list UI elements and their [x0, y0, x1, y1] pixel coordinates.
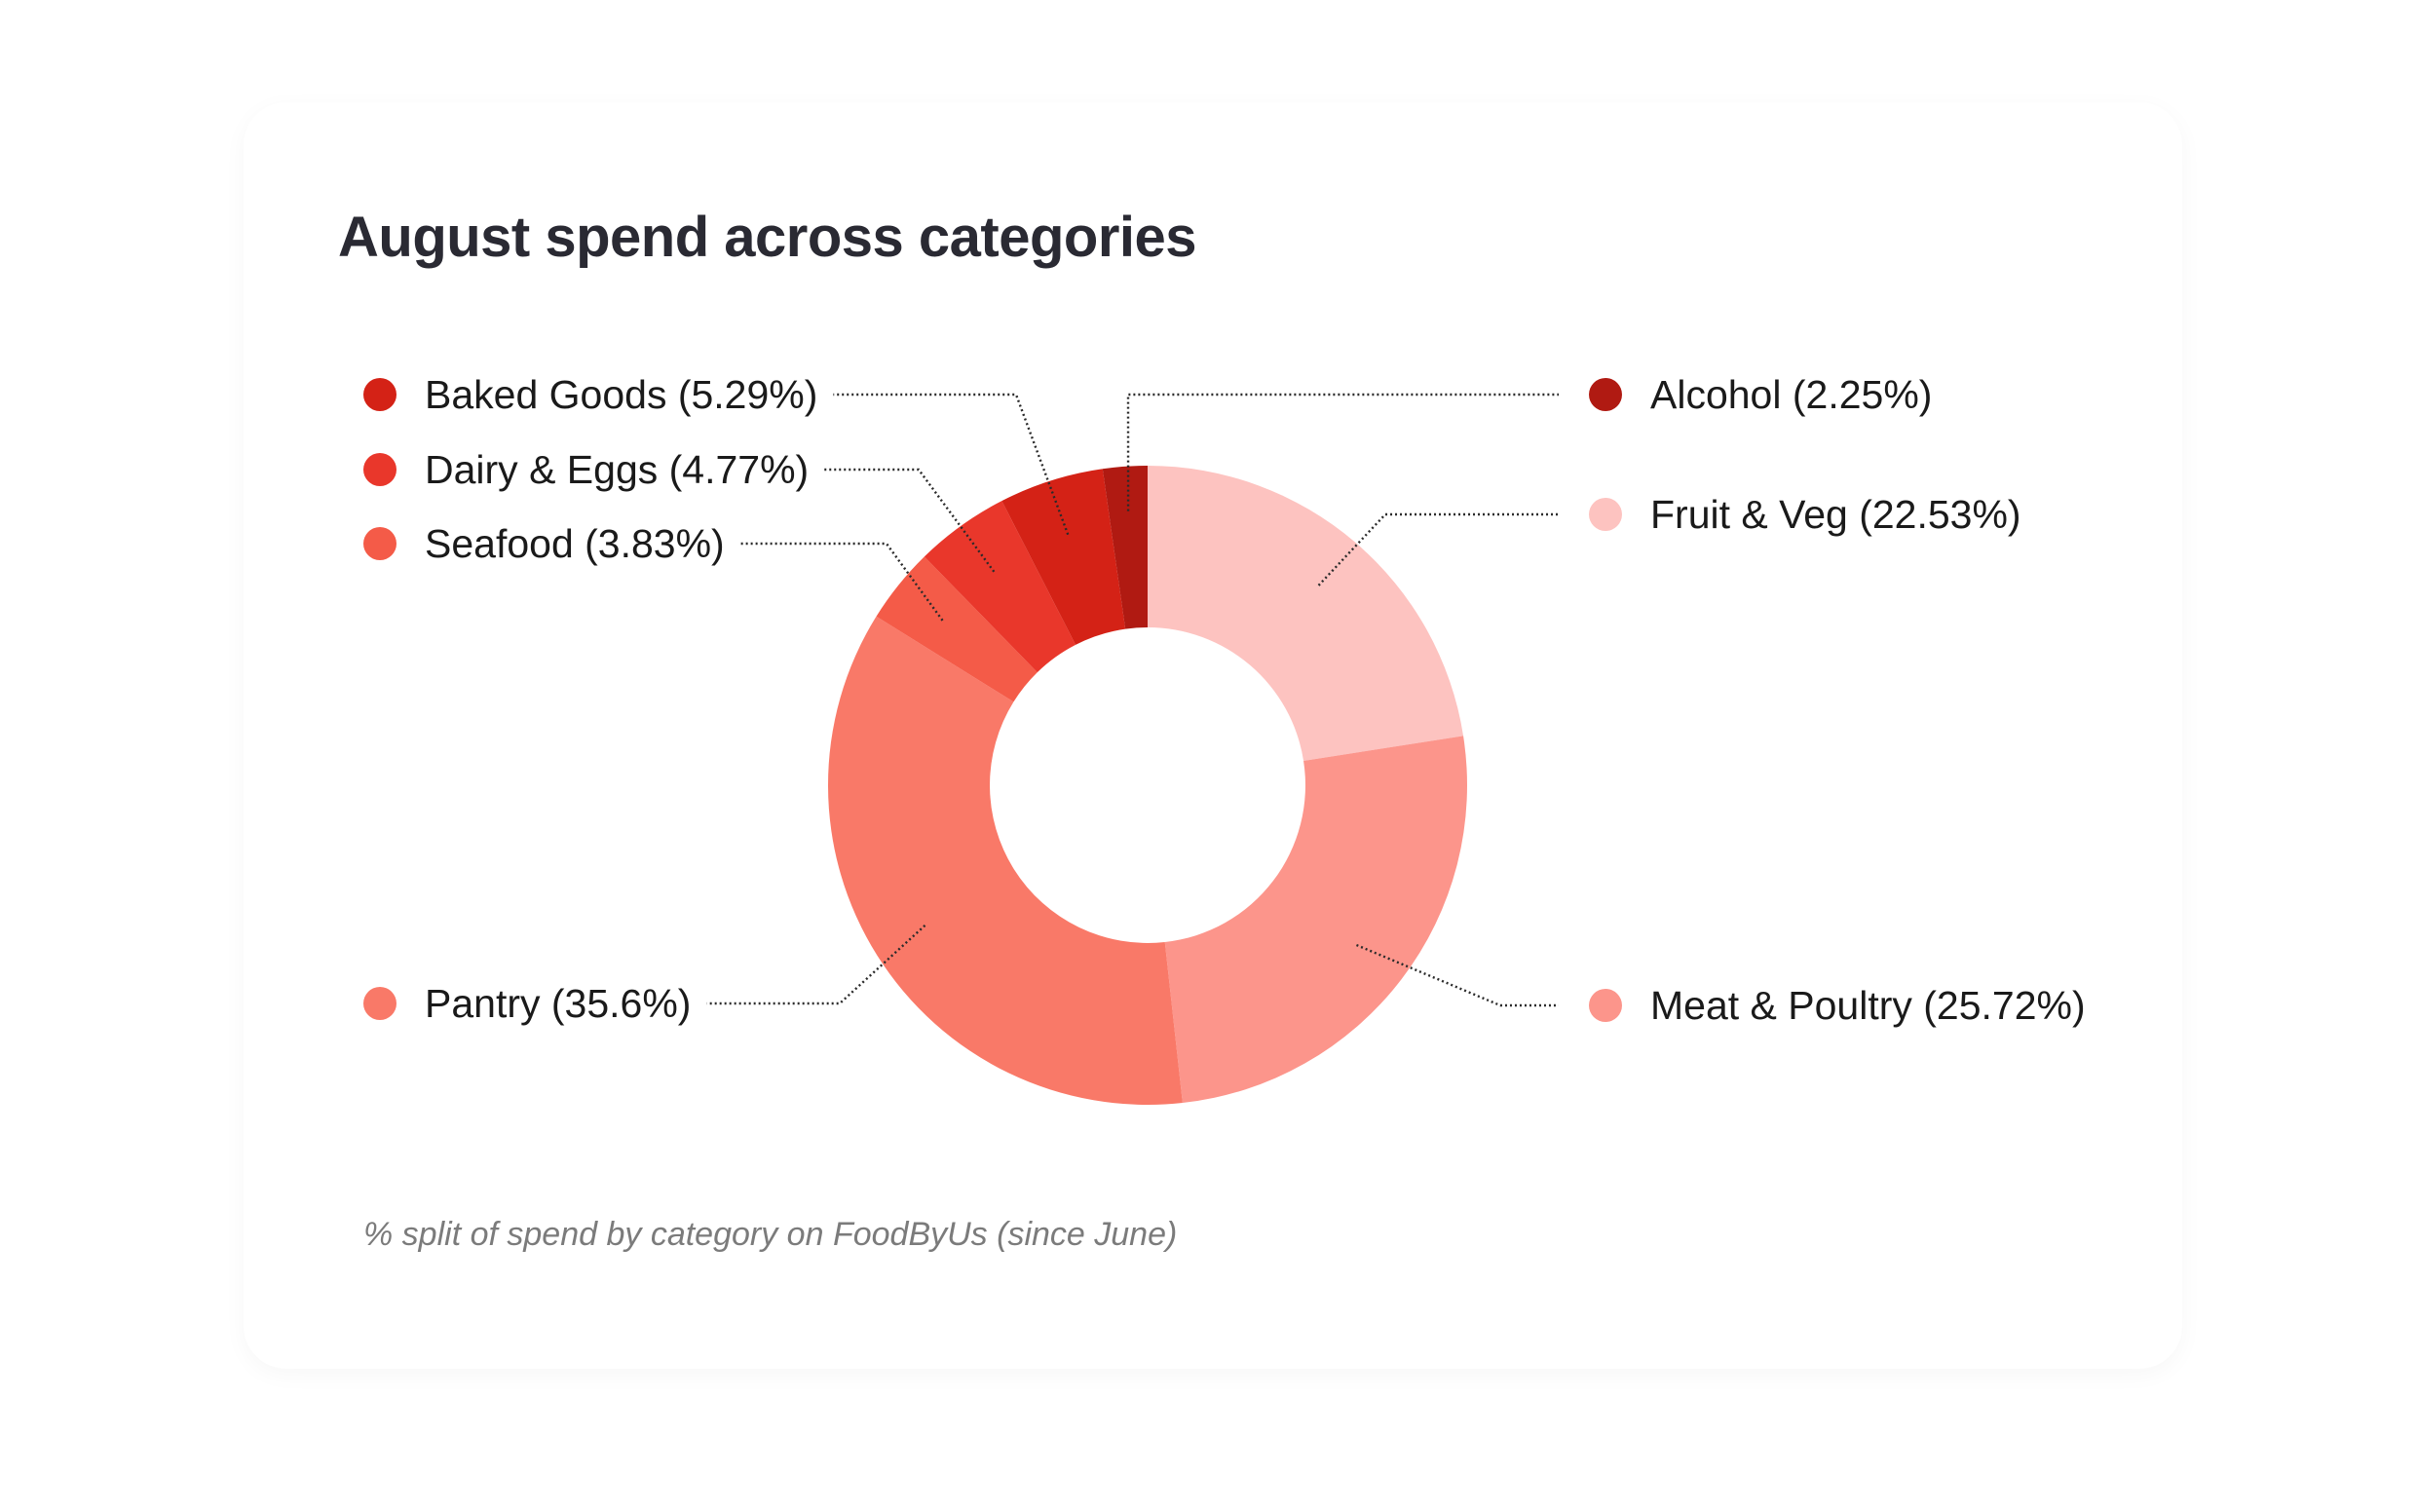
legend-label-dairy-and-eggs: Dairy & Eggs (4.77%)	[425, 447, 809, 492]
legend-marker-seafood	[363, 527, 396, 560]
slice-seafood[interactable]	[876, 556, 1038, 702]
leader-line-dairy-and-eggs	[824, 468, 996, 573]
slice-meat-and-poultry[interactable]	[1164, 736, 1467, 1104]
chart-card	[244, 102, 2182, 1369]
legend-label-alcohol: Alcohol (2.25%)	[1650, 372, 1932, 417]
leader-lines	[706, 393, 1559, 1007]
legend-marker-dairy-and-eggs	[363, 453, 396, 486]
slice-pantry[interactable]	[827, 616, 1183, 1105]
slice-dairy-and-eggs[interactable]	[924, 501, 1076, 673]
legend-marker-fruit-and-veg	[1589, 498, 1622, 531]
slice-fruit-and-veg[interactable]	[1148, 466, 1464, 761]
slice-alcohol[interactable]	[1102, 466, 1148, 629]
legend-marker-alcohol	[1589, 378, 1622, 411]
legend-label-pantry: Pantry (35.6%)	[425, 981, 691, 1026]
leader-line-meat-and-poultry	[1355, 943, 1559, 1007]
slice-baked-goods[interactable]	[1001, 469, 1126, 645]
legend-label-baked-goods: Baked Goods (5.29%)	[425, 372, 817, 417]
chart-title: August spend across categories	[338, 206, 1197, 269]
legend-label-seafood: Seafood (3.83%)	[425, 521, 725, 566]
donut-slices	[827, 466, 1467, 1105]
leader-line-baked-goods	[833, 393, 1070, 536]
legend: Fruit & Veg (22.53%) Meat & Poultry (25.7…	[363, 372, 2086, 1028]
chart-footnote: % split of spend by category on FoodByUs…	[363, 1216, 1178, 1253]
legend-marker-pantry	[363, 987, 396, 1020]
legend-marker-meat-and-poultry	[1589, 989, 1622, 1022]
legend-label-fruit-and-veg: Fruit & Veg (22.53%)	[1650, 492, 2021, 537]
legend-label-meat-and-poultry: Meat & Poultry (25.72%)	[1650, 983, 2086, 1028]
legend-marker-baked-goods	[363, 378, 396, 411]
